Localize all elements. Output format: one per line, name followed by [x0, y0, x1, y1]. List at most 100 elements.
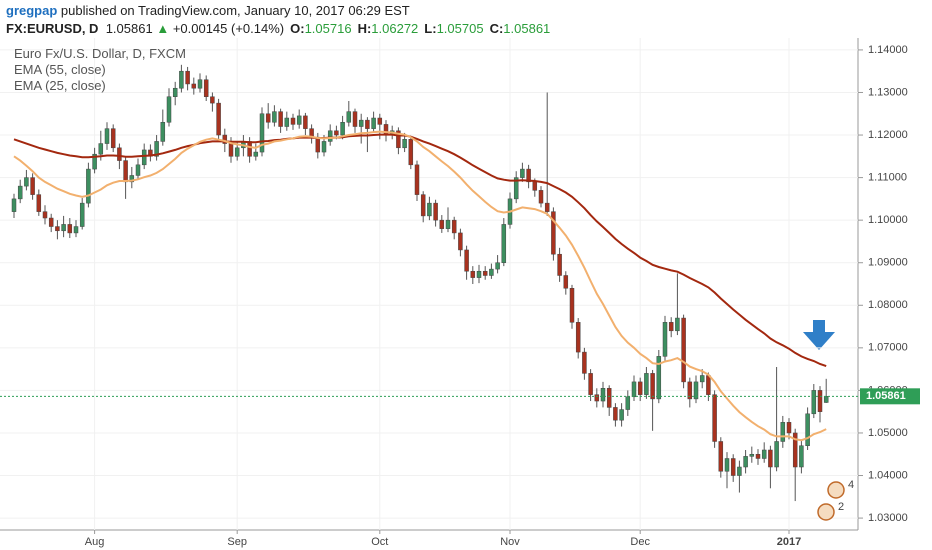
open-label: O:: [290, 21, 305, 36]
event-count: 2: [838, 501, 844, 513]
candle-body: [55, 226, 60, 232]
candle-body: [737, 466, 742, 476]
candle-body: [36, 194, 42, 212]
candle-body: [365, 119, 370, 129]
candle-body: [172, 87, 178, 97]
candle-body: [315, 136, 321, 153]
publish-text: published on TradingView.com, January 10…: [60, 3, 410, 18]
candle-body: [811, 390, 817, 415]
candle-body: [668, 322, 674, 332]
chart-title: Euro Fx/U.S. Dollar, D, FXCM: [14, 46, 186, 61]
candle-body: [197, 79, 203, 89]
candle-body: [191, 83, 197, 89]
last-price-box: [860, 388, 920, 405]
candle-body: [625, 396, 631, 410]
candle-body: [706, 375, 711, 395]
candle-body: [123, 160, 128, 183]
candle-body: [699, 375, 705, 383]
candle-body: [805, 413, 810, 446]
legend-entry: EMA (55, close): [14, 62, 106, 77]
candle-body: [489, 268, 494, 276]
candle-body: [712, 394, 717, 442]
candle-body: [544, 202, 550, 212]
candle-body: [606, 388, 612, 408]
candle-body: [613, 407, 618, 421]
candle-body: [79, 202, 85, 227]
candle-body: [600, 388, 606, 402]
candle-body: [11, 198, 17, 212]
candle-body: [724, 458, 730, 472]
candle-body: [458, 232, 463, 251]
y-tick-label: 1.04000: [868, 469, 908, 481]
candle-body: [538, 190, 544, 204]
candle-body: [594, 394, 600, 402]
candle-body: [780, 422, 786, 442]
candle-body: [662, 322, 668, 357]
candle-body: [420, 194, 426, 217]
candle-body: [17, 185, 23, 200]
candle-body: [259, 113, 265, 153]
y-tick-label: 1.10000: [868, 214, 908, 226]
candle-body: [352, 111, 358, 127]
candle-body: [179, 70, 184, 89]
candle-body: [129, 175, 135, 183]
candle-body: [718, 441, 724, 472]
candle-body: [414, 164, 420, 195]
candle-body: [334, 130, 339, 136]
candle-body: [451, 219, 457, 234]
candle-body: [681, 317, 686, 383]
close-label: C:: [489, 21, 504, 36]
x-tick-label: Nov: [500, 536, 520, 548]
high-value: 1.06272: [371, 21, 419, 36]
y-tick-label: 1.08000: [868, 299, 908, 311]
x-tick-label: Aug: [85, 536, 105, 548]
candle-body: [104, 128, 110, 144]
candle-body: [755, 453, 761, 459]
candle-body: [761, 449, 767, 459]
candle-body: [86, 168, 91, 204]
y-tick-label: 1.05000: [868, 427, 908, 439]
candle-body: [48, 217, 54, 227]
candle-body: [402, 139, 407, 149]
candle-body: [247, 141, 252, 157]
candle-body: [92, 153, 97, 170]
last-price: 1.05861: [105, 21, 153, 36]
x-tick-label: Dec: [630, 536, 650, 548]
event-count: 4: [848, 479, 854, 491]
candle-body: [110, 128, 116, 149]
plot-area: [0, 38, 858, 530]
candle-body: [730, 458, 736, 476]
candle-body: [693, 381, 699, 400]
candle-body: [817, 390, 823, 412]
last-price-label: 1.05861: [866, 390, 906, 402]
candle-body: [303, 115, 308, 129]
candle-body: [327, 130, 333, 142]
candle-body: [141, 149, 147, 166]
legend-entry: EMA (25, close): [14, 78, 106, 93]
candle-body: [476, 270, 482, 278]
quote-line: FX:EURUSD, D 1.05861 ▲ +0.00145 (+0.14%)…: [6, 21, 550, 36]
candle-body: [408, 139, 414, 166]
candle-body: [551, 211, 556, 255]
candle-body: [501, 224, 507, 263]
candle-body: [396, 130, 401, 149]
candle-body: [234, 147, 240, 157]
y-tick-label: 1.12000: [868, 129, 908, 141]
x-tick-label: Oct: [371, 536, 388, 548]
y-tick-label: 1.07000: [868, 342, 908, 354]
candle-body: [30, 177, 35, 195]
candle-body: [203, 79, 209, 97]
candle-body: [265, 113, 271, 123]
candle-body: [526, 168, 531, 183]
high-label: H:: [357, 21, 372, 36]
candle-body: [135, 164, 141, 176]
candle-body: [532, 181, 538, 191]
candle-body: [619, 409, 624, 421]
ema-line: [13, 130, 827, 442]
user-name[interactable]: gregpap: [6, 3, 58, 18]
candle-body: [296, 115, 302, 125]
candle-body: [67, 224, 73, 234]
candle-body: [42, 211, 48, 219]
candle-body: [445, 219, 451, 229]
